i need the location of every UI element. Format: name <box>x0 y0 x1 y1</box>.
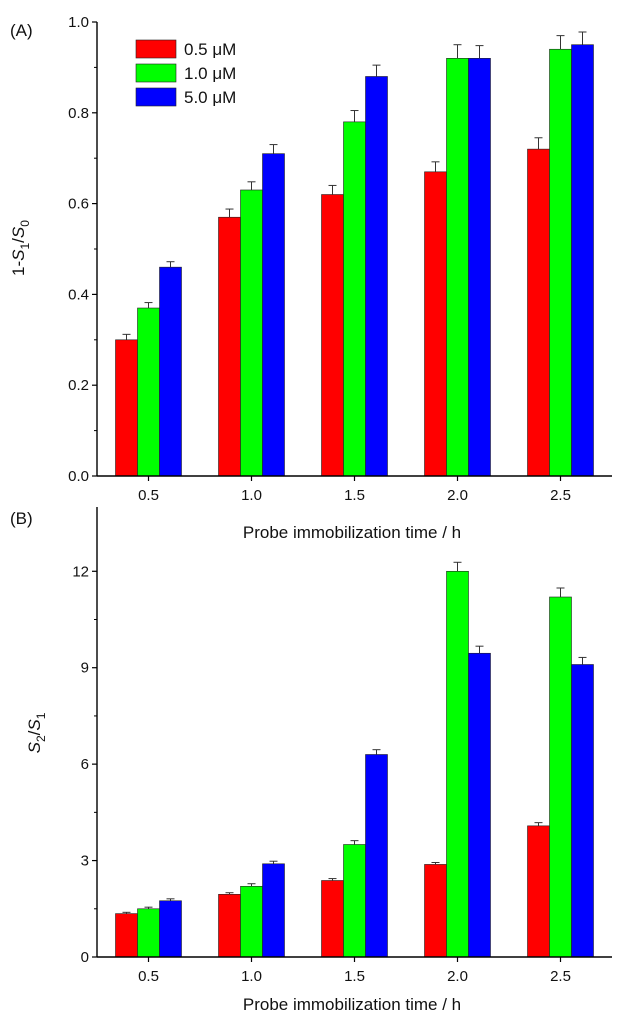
panel-a-bar-0.5-s0 <box>115 339 138 477</box>
panel-a-xtick-label-2.0: 2.0 <box>447 487 468 504</box>
panel-a-ytick-label-0.2: 0.2 <box>68 377 89 394</box>
panel-a-yaxis-title: 1-S1/S0 <box>9 220 32 276</box>
panel-a-ytick-label-1.0: 1.0 <box>68 14 89 31</box>
panel-a-bar-2.5-s2 <box>571 44 594 477</box>
panel-a-bar-2.0-s0 <box>424 171 447 477</box>
panel-a-ytick-label-0.4: 0.4 <box>68 286 89 303</box>
panel-b-bar-2.0-s0 <box>424 864 447 958</box>
panel-b-ytick-label-0: 0 <box>81 949 89 966</box>
panel-a-xtick-label-1.5: 1.5 <box>344 487 365 504</box>
panel-a-bar-1.0-s1 <box>240 189 263 477</box>
panel-a-bar-0.5-s2 <box>159 266 182 477</box>
panel-a-legend-label-s0: 0.5 μM <box>184 40 236 59</box>
panel-b-xtick-label-2.0: 2.0 <box>447 968 468 985</box>
panel-a-bar-2.5-s1 <box>549 48 572 477</box>
panel-b-bar-2.5-s2 <box>571 664 594 958</box>
panel-b-xaxis-title: Probe immobilization time / h <box>243 995 461 1014</box>
panel-b-xtick-label-0.5: 0.5 <box>138 968 159 985</box>
panel-a-legend-label-s2: 5.0 μM <box>184 88 236 107</box>
panel-a-bar-2.0-s2 <box>468 58 491 477</box>
panel-a-bar-2.5-s0 <box>527 148 550 477</box>
panel-b-ytick-label-3: 3 <box>81 853 89 870</box>
panel-a-bar-2.0-s1 <box>446 58 469 477</box>
panel-b-bar-2.0-s1 <box>446 570 469 958</box>
panel-b-xtick-label-1.5: 1.5 <box>344 968 365 985</box>
panel-b-bar-1.0-s0 <box>218 894 241 958</box>
panel-a-xaxis-title: Probe immobilization time / h <box>243 523 461 542</box>
panel-b-bar-0.5-s2 <box>159 900 182 958</box>
panel-b-ytick-label-9: 9 <box>81 660 89 677</box>
panel-b-bar-0.5-s1 <box>137 908 160 958</box>
panel-a-ytick-label-0.6: 0.6 <box>68 196 89 213</box>
panel-a-xtick-label-1.0: 1.0 <box>241 487 262 504</box>
panel-a-label: (A) <box>10 21 33 40</box>
panel-b-plot: 0.5 1.0 1.5 2.0 2.5 0 3 6 9 12 <box>72 507 612 985</box>
panel-b-xtick-label-2.5: 2.5 <box>550 968 571 985</box>
panel-b-bar-1.0-s1 <box>240 885 263 958</box>
panel-b-ytick-label-12: 12 <box>72 563 89 580</box>
panel-a-bar-1.5-s0 <box>321 194 344 477</box>
panel-b-bar-1.5-s2 <box>365 754 388 958</box>
panel-a-xtick-label-0.5: 0.5 <box>138 487 159 504</box>
panel-a-ytick-label-0.0: 0.0 <box>68 468 89 485</box>
panel-a-plot: 0.5 1.0 1.5 2.0 2.5 0.0 0.2 0.4 0.6 0.8 1.0 0.5 μM 1… <box>68 14 612 504</box>
panel-b-ytick-label-6: 6 <box>81 756 89 773</box>
panel-b-bar-1.0-s2 <box>262 863 285 958</box>
panel-a-legend-swatch-s2 <box>135 87 177 107</box>
panel-b-bar-0.5-s0 <box>115 913 138 958</box>
panel-b-yaxis-title: S2/S1 <box>25 712 48 753</box>
panel-b-bar-1.5-s1 <box>343 844 366 958</box>
panel-a-legend-swatch-s1 <box>135 63 177 83</box>
panel-a-legend-swatch-s0 <box>135 39 177 59</box>
panel-b-bar-1.5-s0 <box>321 880 344 958</box>
panel-a-xtick-label-2.5: 2.5 <box>550 487 571 504</box>
panel-a-bar-0.5-s1 <box>137 307 160 477</box>
panel-b-bar-2.0-s2 <box>468 652 491 958</box>
panel-a-bar-1.5-s2 <box>365 76 388 477</box>
panel-a-bar-1.5-s1 <box>343 121 366 477</box>
panel-a-ytick-label-0.8: 0.8 <box>68 105 89 122</box>
panel-b-xtick-label-1.0: 1.0 <box>241 968 262 985</box>
panel-b-label: (B) <box>10 509 33 528</box>
panel-a-legend-label-s1: 1.0 μM <box>184 64 236 83</box>
panel-b-bar-2.5-s0 <box>527 825 550 958</box>
panel-b-bar-2.5-s1 <box>549 596 572 958</box>
panel-a-bar-1.0-s2 <box>262 153 285 477</box>
panel-a-bar-1.0-s0 <box>218 216 241 477</box>
